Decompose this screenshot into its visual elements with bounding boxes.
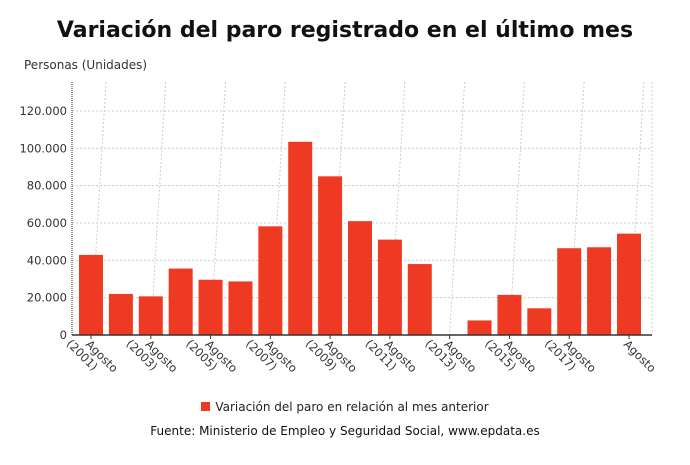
legend-label: Variación del paro en relación al mes an… bbox=[215, 400, 489, 414]
bar bbox=[348, 221, 372, 335]
x-tick-label: Agosto(2003) bbox=[124, 327, 181, 384]
x-tick-label: Agosto(2005) bbox=[183, 327, 240, 384]
bar bbox=[318, 176, 343, 335]
bar bbox=[497, 294, 522, 335]
bar bbox=[258, 226, 283, 335]
bar bbox=[557, 248, 582, 335]
y-tick-label: 80.000 bbox=[27, 179, 67, 193]
y-axis-label: Personas (Unidades) bbox=[24, 58, 148, 72]
y-tick-label: 100.000 bbox=[19, 141, 67, 155]
bar bbox=[527, 308, 552, 335]
bar bbox=[288, 141, 313, 335]
source-note: Fuente: Ministerio de Empleo y Seguridad… bbox=[150, 424, 540, 438]
bar bbox=[407, 264, 432, 335]
bar bbox=[228, 281, 253, 335]
x-tick-label: Agosto(2007) bbox=[243, 327, 300, 384]
bar-chart: 0 20.000 40.000 60.000 80.000 100.000 120.000 A… bbox=[19, 81, 659, 384]
y-tick-label: 60.000 bbox=[27, 216, 67, 230]
bar bbox=[377, 239, 402, 335]
bar bbox=[617, 233, 641, 335]
bar bbox=[467, 320, 492, 335]
bar bbox=[587, 247, 612, 335]
x-gridline bbox=[449, 81, 466, 336]
legend-swatch bbox=[201, 402, 211, 411]
x-tick-label: Agosto(2013) bbox=[422, 327, 479, 384]
y-tick-label: 40.000 bbox=[27, 253, 67, 267]
bar bbox=[198, 279, 223, 335]
legend: Variación del paro en relación al mes an… bbox=[0, 400, 690, 414]
y-tick-label: 20.000 bbox=[27, 291, 67, 305]
x-tick-label: Agosto(2001) bbox=[64, 327, 121, 384]
x-tick-label: Agosto(2011) bbox=[363, 327, 420, 384]
chart-title: Variación del paro registrado en el últi… bbox=[56, 18, 634, 43]
x-tick-label: Agosto(2015) bbox=[482, 327, 539, 384]
bar bbox=[79, 254, 103, 335]
x-tick-label: Agosto bbox=[621, 337, 659, 375]
x-tick-label: Agosto(2009) bbox=[303, 327, 360, 384]
bar bbox=[108, 293, 133, 335]
bar bbox=[138, 296, 163, 335]
y-tick-label: 120.000 bbox=[19, 104, 67, 118]
bar bbox=[168, 268, 193, 335]
y-tick-label: 0 bbox=[60, 328, 67, 342]
x-tick-label: Agosto(2017) bbox=[542, 327, 599, 384]
